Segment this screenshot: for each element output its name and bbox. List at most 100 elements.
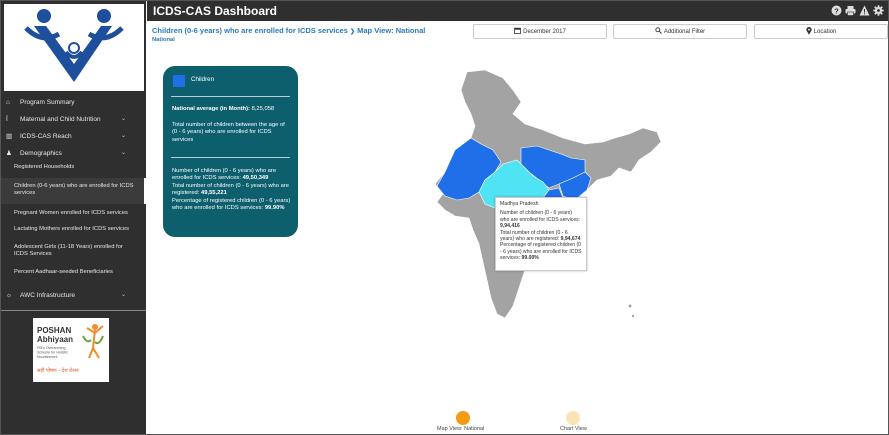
top-header: ICDS-CAS Dashboard ? <box>147 1 888 21</box>
card-divider <box>171 96 290 97</box>
registered-label: Total number of children (0 - 6 years) w… <box>172 182 289 197</box>
chart-view-toggle[interactable] <box>566 411 580 425</box>
poshan-title-1: POSHAN <box>37 326 71 335</box>
additional-filter-button[interactable]: Additional Filter <box>613 24 747 39</box>
percent-stat: Percentage of registered children (0 - 6… <box>172 198 291 213</box>
tooltip-percent-label: Percentage of registered children (0 - 6… <box>500 242 582 262</box>
map-tooltip: Madhya Pradesh Number of children (0 - 6… <box>495 197 587 271</box>
map-view-label[interactable]: Map View: National <box>437 426 485 432</box>
legend-color-swatch <box>173 75 185 87</box>
bar-chart-icon: ▥ <box>6 133 13 140</box>
sidebar-subitem-label: Lactating Mothers enrolled for ICDS serv… <box>14 226 130 232</box>
additional-filter-label: Additional Filter <box>663 28 706 35</box>
sidebar-subitem-aadhaar-seeded[interactable]: Percent Aadhaar-seeded Beneficiaries <box>1 265 146 283</box>
bottle-icon: Ï <box>6 116 8 123</box>
card-stats: Number of children (0 - 6 years) who are… <box>172 168 291 212</box>
enrolled-label: Number of children (0 - 6 years) who are… <box>172 168 277 182</box>
chevron-down-icon: ⌄ <box>120 150 126 156</box>
sidebar-subitem-label: Registered Households <box>14 164 75 170</box>
enrolled-stat: Number of children (0 - 6 years) who are… <box>172 168 291 183</box>
calendar-icon <box>514 27 522 36</box>
tooltip-registered-label: Total number of children (0 - 6 years) w… <box>500 229 568 243</box>
sidebar-item-program-summary[interactable]: ⌂ Program Summary <box>1 94 146 111</box>
sidebar-item-maternal-child-nutrition[interactable]: Ï Maternal and Child Nutrition ⌄ <box>1 111 146 128</box>
poshan-tagline-1: PM's Overarching <box>37 346 65 350</box>
location-filter-label: Location <box>813 28 837 35</box>
poshan-abhiyaan-logo[interactable]: POSHAN Abhiyaan PM's Overarching Scheme … <box>33 318 109 382</box>
sidebar-item-label: Maternal and Child Nutrition <box>20 116 101 123</box>
tooltip-state-name: Madhya Pradesh <box>500 201 539 207</box>
month-filter-label: December 2017 <box>523 28 566 35</box>
sidebar-subitem-label: Percent Aadhaar-seeded Beneficiaries <box>14 268 113 275</box>
breadcrumb-location[interactable]: National <box>152 37 175 43</box>
home-icon: ⌂ <box>6 99 10 106</box>
sidebar-item-icds-cas-reach[interactable]: ▥ ICDS-CAS Reach ⌄ <box>1 128 146 145</box>
tooltip-percent: Percentage of registered children (0 - 6… <box>500 242 582 261</box>
breadcrumb-indicator[interactable]: Children (0-6 years) who are enrolled fo… <box>152 26 348 35</box>
svg-text:?: ? <box>834 6 839 15</box>
map-region-islands[interactable] <box>631 314 635 318</box>
map-view-toggle[interactable] <box>456 411 470 425</box>
tooltip-enrolled-label: Number of children (0 - 6 years) who are… <box>500 210 581 223</box>
enrolled-value: 49,50,349 <box>242 175 269 182</box>
percent-label: Percentage of registered children (0 - 6… <box>172 197 291 212</box>
sidebar: ⌂ Program Summary Ï Maternal and Child N… <box>1 1 146 434</box>
sidebar-subitem-label: Pregnant Women enrolled for ICDS service… <box>14 209 128 216</box>
sidebar-subitem-pregnant-women[interactable]: Pregnant Women enrolled for ICDS service… <box>1 204 146 224</box>
breadcrumb: Children (0-6 years) who are enrolled fo… <box>152 26 425 35</box>
registered-stat: Total number of children (0 - 6 years) w… <box>172 183 291 198</box>
poshan-title-2: Abhiyaan <box>37 335 73 344</box>
alert-icon[interactable] <box>859 5 870 16</box>
search-icon <box>655 27 662 36</box>
sidebar-item-awc-infrastructure[interactable]: ☼ AWC Infrastructure ⌄ <box>1 287 146 304</box>
chevron-down-icon: ⌄ <box>120 116 126 122</box>
sidebar-divider <box>1 310 146 311</box>
percent-value: 99.90% <box>264 205 285 212</box>
tooltip-registered-value: 9,94,674 <box>560 236 581 243</box>
card-description: Total number of children between the age… <box>172 122 285 143</box>
breadcrumb-view: Map View: National <box>357 26 426 35</box>
national-average-label: National average (in Month): <box>172 106 250 112</box>
header-icons: ? <box>831 5 884 16</box>
app-title: ICDS-CAS Dashboard <box>153 4 278 18</box>
sidebar-item-label: Demographics <box>20 150 62 157</box>
users-icon: ♟ <box>6 150 12 157</box>
poshan-hindi-slogan: सही पोषण - देश रोशन <box>37 367 79 374</box>
sidebar-item-label: AWC Infrastructure <box>20 292 76 299</box>
tooltip-percent-value: 99.00% <box>521 255 539 262</box>
map-region-eastern-states[interactable] <box>558 171 592 201</box>
india-choropleth-map[interactable] <box>425 68 665 323</box>
sidebar-subitem-children-enrolled[interactable]: Children (0-6 years) who are enrolled fo… <box>1 177 146 204</box>
summary-info-card: Children National average (in Month): 8,… <box>163 66 298 237</box>
breadcrumb-separator-icon: ❯ <box>350 29 356 35</box>
legend-label: Children <box>191 76 215 83</box>
print-icon[interactable] <box>845 5 856 16</box>
card-divider <box>171 157 290 158</box>
registered-value: 49,55,221 <box>201 190 227 197</box>
chart-view-label[interactable]: Chart View <box>560 426 587 432</box>
chevron-down-icon: ⌄ <box>120 292 126 298</box>
sidebar-subitem-registered-households[interactable]: Registered Households <box>1 162 146 178</box>
sidebar-item-label: Program Summary <box>20 99 75 106</box>
tooltip-enrolled-value: 9,94,416 <box>500 223 520 230</box>
poshan-tagline-3: Nourishment <box>37 355 57 359</box>
bulb-icon: ☼ <box>6 292 12 299</box>
map-marker-icon <box>806 26 812 37</box>
poshan-tagline-2: Scheme for Holistic <box>37 351 68 355</box>
national-average-value: 8,25,058 <box>251 106 275 112</box>
sidebar-subitem-lactating-mothers[interactable]: Lactating Mothers enrolled for ICDS serv… <box>1 223 146 240</box>
month-filter-button[interactable]: December 2017 <box>473 24 607 39</box>
settings-icon[interactable] <box>873 5 884 16</box>
national-average: National average (in Month): 8,25,058 <box>172 106 291 113</box>
icds-logo[interactable] <box>4 4 144 91</box>
tooltip-enrolled: Number of children (0 - 6 years) who are… <box>500 210 582 229</box>
help-icon[interactable]: ? <box>831 5 842 16</box>
sidebar-item-label: ICDS-CAS Reach <box>20 133 72 140</box>
sidebar-subitem-adolescent-girls[interactable]: Adolescent Girls (11-18 Years) enrolled … <box>1 240 146 265</box>
location-filter-button[interactable]: Location <box>754 24 888 39</box>
sidebar-subitem-label: Children (0-6 years) who are enrolled fo… <box>14 182 134 197</box>
map-region-islands[interactable] <box>628 304 632 308</box>
tooltip-registered: Total number of children (0 - 6 years) w… <box>500 230 582 243</box>
sidebar-item-demographics[interactable]: ♟ Demographics ⌄ <box>1 145 146 162</box>
sidebar-nav: ⌂ Program Summary Ï Maternal and Child N… <box>1 94 146 304</box>
